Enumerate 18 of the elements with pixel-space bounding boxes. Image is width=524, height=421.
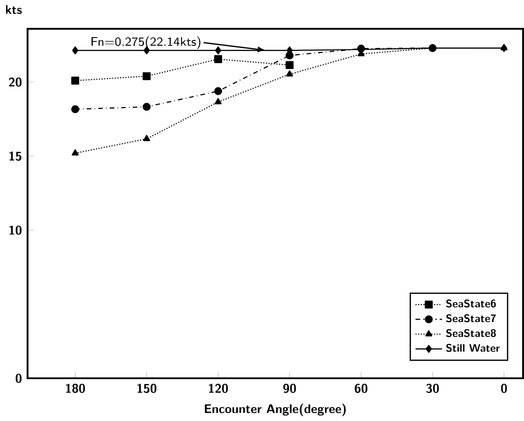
x-tick-label: 180 xyxy=(66,384,85,393)
x-tick-label: 120 xyxy=(208,384,228,393)
y-tick-label: 0 xyxy=(16,374,22,383)
x-tick-label: 150 xyxy=(137,384,156,393)
x-tick-label: 0 xyxy=(501,384,507,393)
x-tick-label: 30 xyxy=(426,384,439,393)
y-tick-label: 20 xyxy=(8,77,22,87)
x-axis-title: Encounter Angle(degree) xyxy=(204,404,346,416)
legend-label: SeaState8 xyxy=(446,328,496,337)
annotation: Fn=0.275(22.14kts) xyxy=(92,36,200,49)
legend-label: Still Water xyxy=(446,344,500,352)
x-tick-label: 60 xyxy=(354,384,368,393)
y-tick-label: 10 xyxy=(9,225,22,235)
y-axis-title: kts xyxy=(6,5,22,14)
y-tick-label: 15 xyxy=(9,151,22,161)
legend-label: SeaState7 xyxy=(446,314,496,322)
x-tick-label: 90 xyxy=(283,384,296,393)
legend-label: SeaState6 xyxy=(446,299,496,308)
